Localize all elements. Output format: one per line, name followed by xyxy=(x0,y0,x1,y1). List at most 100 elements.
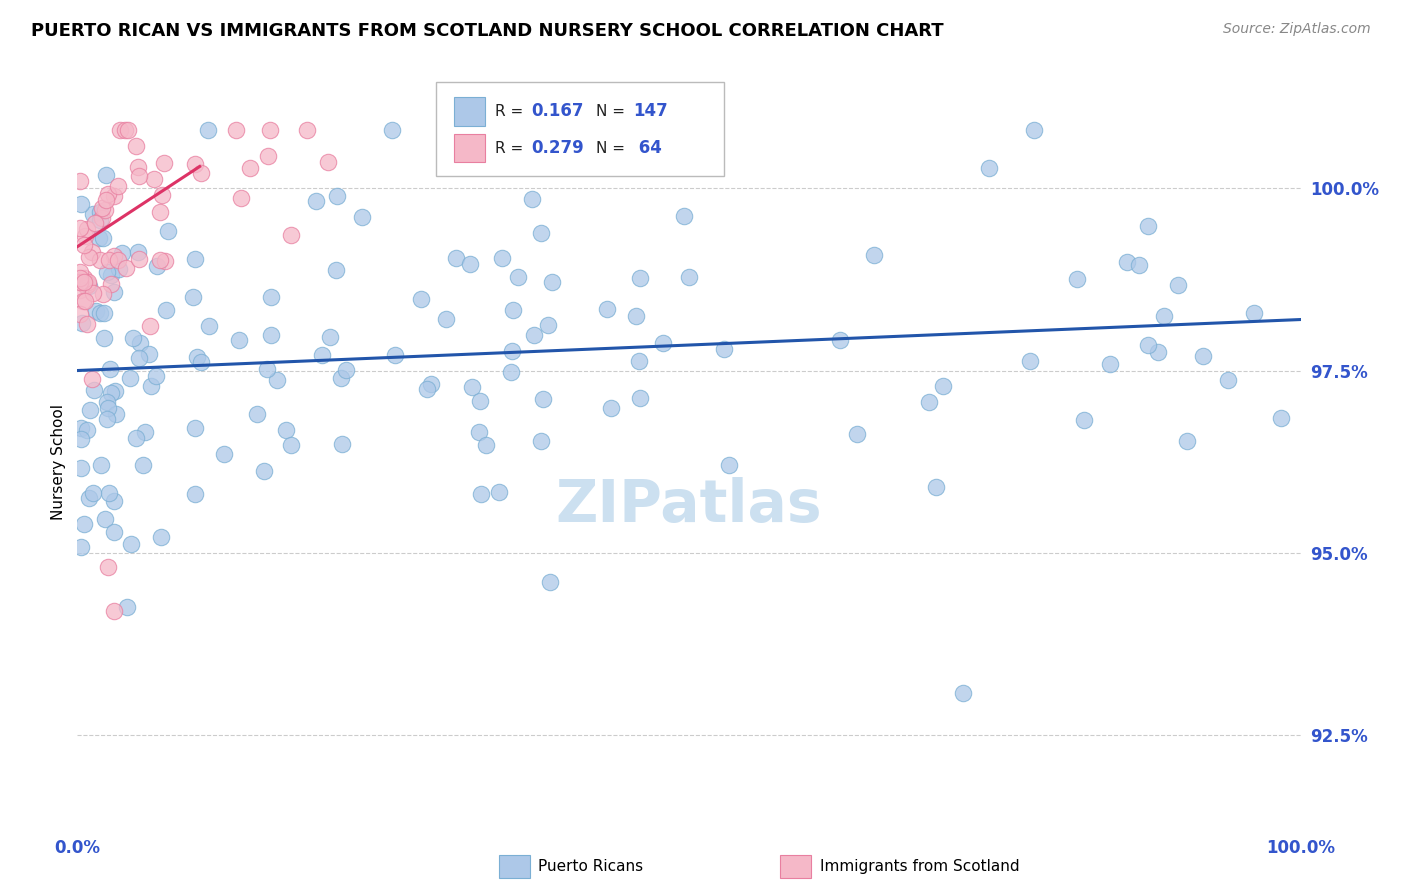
Point xyxy=(1099,357,1122,371)
Point xyxy=(297,123,319,137)
Point xyxy=(713,343,735,357)
Point xyxy=(73,271,96,285)
Point xyxy=(523,328,546,343)
Point xyxy=(129,336,152,351)
Point xyxy=(94,203,117,218)
Point xyxy=(128,351,150,365)
Point xyxy=(318,155,340,169)
Point xyxy=(96,193,118,207)
Point xyxy=(73,517,96,532)
Point xyxy=(97,253,120,268)
Point xyxy=(246,407,269,421)
Point xyxy=(470,486,492,500)
Point xyxy=(468,394,491,409)
Point xyxy=(381,123,404,137)
Point xyxy=(104,384,127,398)
Point xyxy=(260,290,283,304)
Point xyxy=(93,286,115,301)
Point xyxy=(183,487,205,501)
Point xyxy=(918,395,941,409)
Point xyxy=(540,275,562,289)
Point xyxy=(108,123,131,137)
Point xyxy=(89,306,111,320)
Point xyxy=(155,253,177,268)
Point xyxy=(229,190,252,204)
Point xyxy=(409,293,432,307)
Point xyxy=(134,425,156,440)
Point xyxy=(111,246,134,260)
Point xyxy=(1018,353,1040,368)
Point xyxy=(468,425,491,440)
Point xyxy=(1024,123,1046,137)
Point xyxy=(91,211,114,226)
Point xyxy=(502,302,524,317)
Point xyxy=(628,270,651,285)
Point xyxy=(596,301,619,316)
Point xyxy=(122,331,145,345)
Point xyxy=(77,250,100,264)
Point xyxy=(117,123,139,137)
Point xyxy=(70,540,93,554)
Point xyxy=(522,193,544,207)
Point xyxy=(329,371,352,385)
Text: N =: N = xyxy=(596,141,630,155)
Point xyxy=(93,511,115,525)
Point xyxy=(352,210,374,224)
Point xyxy=(107,178,129,193)
Text: 64: 64 xyxy=(633,139,662,157)
Point xyxy=(70,432,93,446)
Point xyxy=(1136,338,1159,352)
Point xyxy=(488,484,510,499)
Point xyxy=(198,319,221,334)
Point xyxy=(69,265,91,279)
Point xyxy=(149,205,172,219)
Point xyxy=(952,686,974,700)
Point xyxy=(212,447,235,461)
Point xyxy=(124,431,146,445)
Point xyxy=(96,265,118,279)
Point xyxy=(491,252,513,266)
Point xyxy=(1128,259,1150,273)
Point xyxy=(150,188,173,202)
Point xyxy=(69,174,91,188)
Point xyxy=(434,312,457,326)
Point xyxy=(97,401,120,415)
Point xyxy=(330,437,353,451)
Point xyxy=(70,316,93,330)
Point xyxy=(70,461,93,475)
Point xyxy=(82,372,104,386)
Point xyxy=(93,306,115,320)
Point xyxy=(1073,413,1095,427)
Point xyxy=(536,318,558,332)
Point xyxy=(444,251,467,265)
Text: R =: R = xyxy=(495,141,529,155)
Point xyxy=(150,530,173,544)
Point xyxy=(325,263,347,277)
Point xyxy=(651,336,673,351)
Point xyxy=(259,123,281,137)
Text: Immigrants from Scotland: Immigrants from Scotland xyxy=(820,859,1019,873)
Point xyxy=(76,423,98,437)
Point xyxy=(82,244,104,259)
Point xyxy=(75,279,97,293)
Point xyxy=(94,168,117,182)
Point xyxy=(103,249,125,263)
Point xyxy=(118,371,141,385)
Point xyxy=(280,227,302,242)
Point xyxy=(190,166,212,180)
Point xyxy=(1153,309,1175,323)
Point xyxy=(228,333,250,347)
Point xyxy=(82,207,104,221)
Point xyxy=(100,268,122,282)
Point xyxy=(197,123,219,137)
Point xyxy=(1175,434,1198,448)
Text: Puerto Ricans: Puerto Ricans xyxy=(538,859,644,873)
Point xyxy=(977,161,1000,175)
Point xyxy=(77,491,100,505)
Point xyxy=(190,354,212,368)
Point xyxy=(84,304,107,318)
Point xyxy=(69,307,91,321)
Point xyxy=(89,212,111,227)
Point xyxy=(260,328,283,343)
Point xyxy=(138,347,160,361)
